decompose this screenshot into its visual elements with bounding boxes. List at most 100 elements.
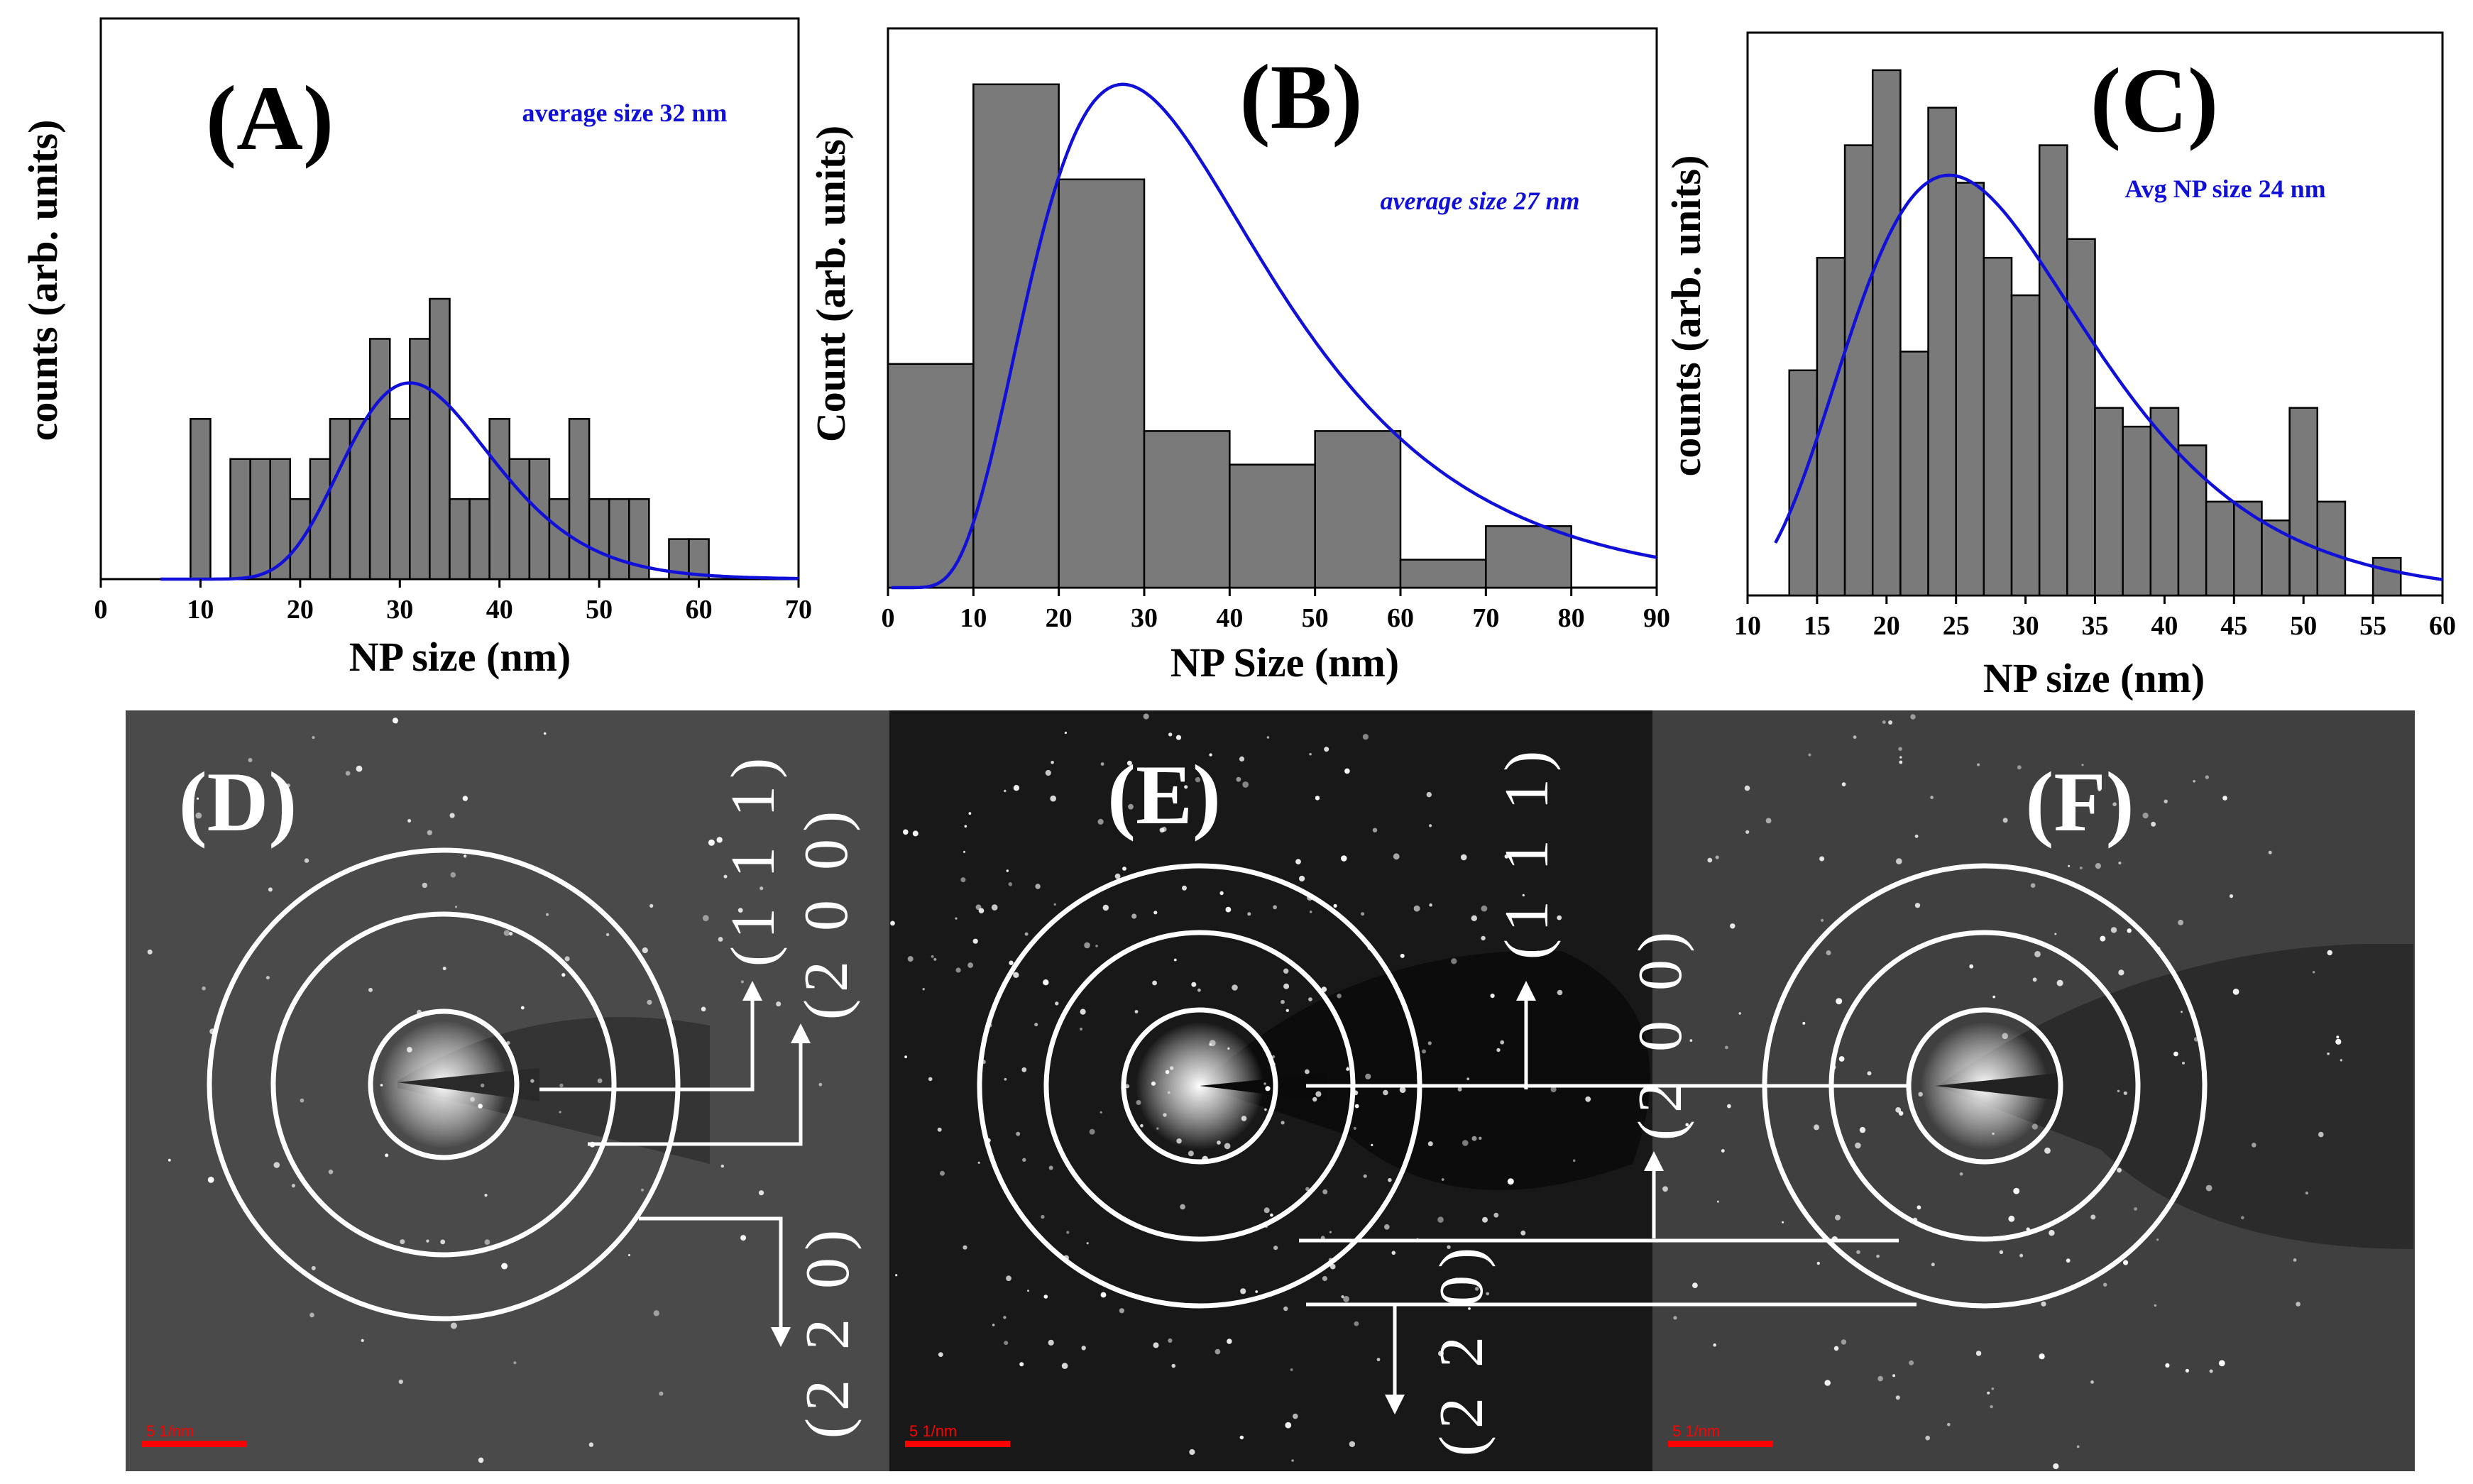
bar-b-3 <box>1143 430 1231 589</box>
diffraction-spot-e-220 <box>1482 1216 1488 1223</box>
diffraction-spot-e-233 <box>1153 911 1158 915</box>
diffraction-spot-e-200 <box>1171 1363 1176 1368</box>
bars-c <box>1788 69 2402 597</box>
diffraction-spot-e-241 <box>1119 1308 1124 1314</box>
diffraction-spot-e-164 <box>1159 828 1165 833</box>
diffraction-spot-d-41 <box>501 1263 508 1270</box>
diffraction-spot-f-53 <box>1673 1316 1677 1320</box>
diffraction-spot-e-195 <box>1006 1275 1011 1282</box>
diffraction-spot-e-28 <box>1283 983 1290 989</box>
diffraction-spot-e-173 <box>1084 942 1090 949</box>
diffraction-spot-e-134 <box>1471 1136 1477 1141</box>
diffraction-spot-f-52 <box>1925 1435 1930 1441</box>
diffraction-spot-f-137 <box>2209 1369 2213 1373</box>
y-axis-title-a: counts (arb. units) <box>20 120 66 441</box>
diffraction-spot-e-70 <box>1180 1204 1185 1210</box>
diffraction-spot-d-81 <box>312 736 315 740</box>
bar-b-2 <box>1058 178 1146 589</box>
diffraction-spot-f-13 <box>1930 796 1934 799</box>
diffraction-spot-f-147 <box>1882 720 1886 724</box>
diffraction-spot-e-224 <box>1034 1023 1038 1027</box>
diffraction-spot-e-255 <box>1270 1213 1273 1217</box>
diffraction-spot-f-14 <box>1991 1387 1995 1390</box>
diffraction-spot-e-228 <box>1474 1287 1479 1291</box>
diffraction-spot-f-56 <box>1715 855 1719 859</box>
diffraction-spot-d-85 <box>701 1006 706 1012</box>
diffraction-spot-f-138 <box>2327 950 2332 956</box>
diffraction-spot-f-86 <box>2340 1059 2342 1062</box>
diffraction-rings-d <box>207 847 681 1321</box>
diffraction-spot-e-67 <box>1496 1048 1501 1052</box>
diffraction-spot-e-222 <box>1315 1091 1322 1097</box>
diffraction-spot-f-59 <box>2066 1258 2071 1263</box>
diffraction-spot-f-102 <box>2296 1302 2301 1307</box>
diffraction-spot-d-29 <box>628 1254 630 1256</box>
diffraction-spot-e-84 <box>1151 1081 1156 1086</box>
diffraction-spot-e-31 <box>890 920 895 926</box>
beam-stop-f <box>1935 1073 2058 1100</box>
diffraction-spot-f-93 <box>2193 780 2195 783</box>
diffraction-spot-f-148 <box>2118 969 2124 976</box>
diffraction-spot-e-65 <box>928 1077 933 1082</box>
diffraction-spot-e-56 <box>1372 828 1378 832</box>
diffraction-spot-e-120 <box>904 1055 907 1059</box>
diffraction-spot-f-89 <box>2327 1052 2330 1055</box>
diffraction-spot-f-76 <box>2110 927 2117 933</box>
diffraction-spot-f-26 <box>2151 821 2156 827</box>
diffraction-spot-f-62 <box>1987 1391 1990 1395</box>
diffraction-spot-d-40 <box>422 882 427 889</box>
diffraction-spot-e-19 <box>1219 891 1224 896</box>
diffraction-spot-f-36 <box>2241 1216 2244 1220</box>
diffraction-spot-e-149 <box>1043 1295 1048 1299</box>
x-tick-label-a-6: 60 <box>686 595 713 625</box>
diffraction-spot-e-203 <box>1468 1307 1471 1310</box>
diffraction-spot-d-32 <box>426 1239 429 1243</box>
diffraction-spot-e-119 <box>1343 1296 1349 1302</box>
diffraction-spot-e-211 <box>912 830 919 837</box>
diffraction-spot-e-69 <box>1322 1189 1328 1194</box>
diffraction-spot-e-72 <box>1481 905 1488 912</box>
guide-d-111 <box>539 994 755 1092</box>
diffraction-spot-f-143 <box>1745 830 1750 834</box>
diffraction-spot-f-6 <box>2034 951 2041 957</box>
diffraction-spot-f-67 <box>2112 802 2117 806</box>
diffraction-spot-e-147 <box>1337 994 1342 999</box>
diffraction-spot-e-32 <box>1429 824 1432 828</box>
bar-c-16 <box>2233 500 2263 597</box>
diffraction-spot-e-251 <box>1329 1231 1332 1233</box>
diffraction-spot-e-87 <box>1471 915 1477 922</box>
diffraction-spot-e-213 <box>1184 785 1188 789</box>
diffraction-spot-e-236 <box>1285 1422 1292 1429</box>
diffraction-spot-e-4 <box>1173 958 1177 962</box>
diffraction-spot-e-231 <box>1097 818 1104 825</box>
x-tick-label-c-8: 50 <box>2290 611 2317 641</box>
bar-a-11 <box>429 297 451 581</box>
diffraction-spot-e-207 <box>1125 1084 1130 1089</box>
diffraction-spot-f-113 <box>1721 1149 1725 1153</box>
diffraction-spot-f-48 <box>1692 1282 1698 1288</box>
diffraction-spot-e-103 <box>1490 994 1495 999</box>
diffraction-spot-d-27 <box>427 830 432 835</box>
diffraction-spot-e-98 <box>1481 935 1486 941</box>
miller-d-111: (1 1 1) <box>719 751 788 967</box>
diffraction-spot-f-74 <box>2053 1463 2059 1470</box>
arrow-e-220 <box>1385 1395 1405 1414</box>
diffraction-spot-f-132 <box>1892 1374 1896 1378</box>
diffraction-spot-e-0 <box>1114 873 1121 879</box>
diffraction-spot-e-155 <box>1004 789 1007 793</box>
diffraction-spot-d-79 <box>520 1006 525 1010</box>
diffraction-spot-e-160 <box>1095 945 1098 947</box>
diffraction-spot-f-15 <box>2252 1143 2257 1148</box>
diffraction-spot-e-9 <box>1264 1108 1267 1111</box>
miller-e-200: (2 0 0) <box>1626 925 1695 1141</box>
diffraction-spot-d-64 <box>478 1457 484 1463</box>
beam-stop-e <box>1200 1073 1327 1101</box>
bar-a-17 <box>548 498 571 581</box>
diffraction-spot-d-48 <box>361 1339 364 1342</box>
diffraction-spot-e-199 <box>1285 1008 1290 1013</box>
diffraction-spot-e-256 <box>1305 1069 1310 1074</box>
ring-e-111 <box>1121 1007 1278 1165</box>
diffraction-spot-d-51 <box>702 915 709 922</box>
ring-d-220 <box>207 847 681 1321</box>
diffraction-spot-e-82 <box>1263 1207 1270 1214</box>
